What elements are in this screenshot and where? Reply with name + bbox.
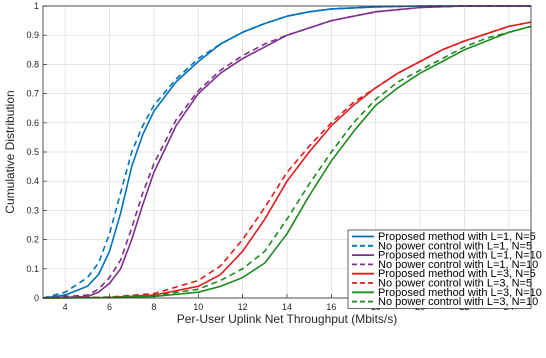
legend-entry-7: Proposed method with L=3, N=10 <box>378 287 542 299</box>
series-line-3 <box>42 5 531 299</box>
legend-entry-1: Proposed method with L=1, N=5 <box>378 231 536 243</box>
y-tick-label: 0.5 <box>26 147 39 157</box>
series-line-4 <box>42 5 531 299</box>
x-tick-label: 12 <box>238 302 248 312</box>
x-tick-label: 8 <box>151 302 156 312</box>
legend-entry-8: No power control with L=3, N=10 <box>378 296 538 308</box>
series-layer <box>42 5 532 299</box>
series-line-7 <box>42 25 532 299</box>
x-tick-label: 6 <box>107 302 112 312</box>
y-tick-label: 0.4 <box>26 176 39 186</box>
y-tick-label: 0.1 <box>26 264 39 274</box>
legend-entry-6: No power control with L=3, N=5 <box>378 278 532 290</box>
y-tick-label: 0 <box>34 293 39 303</box>
x-tick-label: 10 <box>193 302 203 312</box>
legend-box <box>347 229 532 309</box>
x-tick-label: 14 <box>282 302 292 312</box>
series-line-8 <box>42 25 532 299</box>
legend-entry-4: No power control with L=1, N=10 <box>378 259 538 271</box>
y-tick-label: 0.8 <box>26 59 39 69</box>
x-tick-label: 4 <box>63 302 68 312</box>
y-tick-label: 0.2 <box>26 235 39 245</box>
legend-entry-3: Proposed method with L=1, N=10 <box>378 250 542 262</box>
y-tick-label: 0.7 <box>26 89 39 99</box>
series-line-6 <box>42 21 532 299</box>
legend: Proposed method with L=1, N=5No power co… <box>347 229 542 309</box>
y-tick-label: 1 <box>34 1 39 11</box>
y-tick-label: 0.6 <box>26 118 39 128</box>
y-tick-label: 0.3 <box>26 205 39 215</box>
series-line-2 <box>42 5 531 299</box>
x-axis-label: Per-User Uplink Net Throughput (Mbits/s) <box>177 312 398 326</box>
legend-entry-2: No power control with L=1, N=5 <box>378 240 532 252</box>
legend-entry-5: Proposed method with L=3, N=5 <box>378 268 536 280</box>
x-tick-label: 16 <box>326 302 336 312</box>
y-axis-label: Cumulative Distribution <box>3 90 17 213</box>
y-tick-label: 0.9 <box>26 30 39 40</box>
